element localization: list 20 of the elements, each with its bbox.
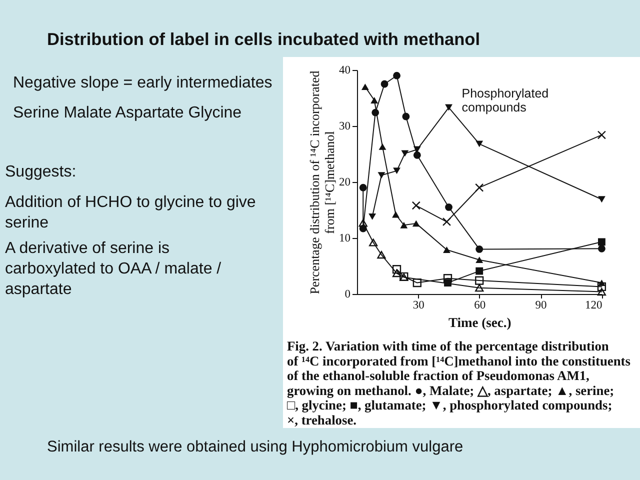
- x-tick-label: 60: [474, 300, 486, 312]
- chart-title: Distribution of label in cells incubated with methanol: [47, 28, 480, 49]
- series-label: Phosphorylated compounds: [462, 86, 549, 115]
- text: A derivative of serine is carboxylated to OAA / malate / aspartate: [5, 240, 222, 298]
- y-tick-label: 30: [339, 120, 351, 132]
- y-tick-label: 40: [339, 64, 351, 76]
- text: Negative slope = early intermediates: [13, 74, 272, 92]
- y-tick-label: 20: [339, 176, 351, 188]
- text: Serine Malate Aspartate Glycine: [13, 104, 242, 122]
- y-axis-title: Percentage distribution of ¹⁴C incorporated from [¹⁴C]methanol: [307, 70, 337, 294]
- caption: Fig. 2. Variation with time of the percentage distribution of ¹⁴C incorporated from [¹⁴C]methanol into the constituents of the ethanol-soluble fraction of Pseudomonas AM1, growing on methanol. ●, Malate; △, aspartate; ▲, serine; □, glycine; ■, glutamate; ▼, phosphorylated compounds; ×, trehalose.: [287, 338, 630, 428]
- text: Suggests:: [5, 163, 76, 180]
- x-tick-label: 30: [412, 300, 425, 312]
- y-tick-label: 10: [339, 232, 351, 244]
- x-axis-title: Time (sec.): [448, 315, 512, 330]
- x-tick-label: 90: [535, 300, 548, 312]
- x-tick-label: 120: [584, 300, 602, 312]
- text: Similar results were obtained using Hyphomicrobium vulgare: [47, 438, 464, 456]
- text: Addition of HCHO to glycine to give serine: [5, 194, 256, 232]
- y-tick-label: 0: [344, 288, 351, 300]
